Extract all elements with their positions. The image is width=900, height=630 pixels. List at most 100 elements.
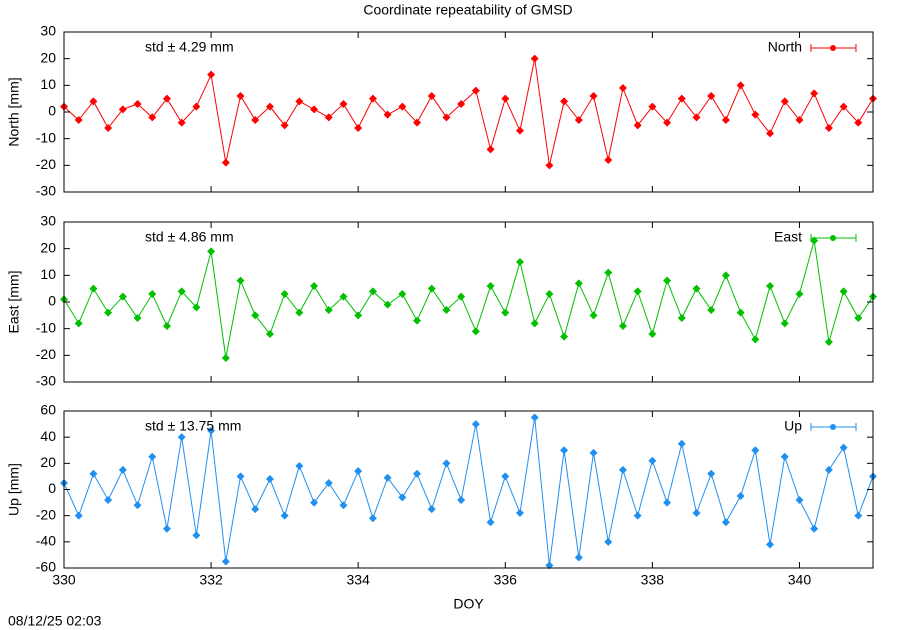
legend-marker [830,45,836,51]
data-point [604,537,613,546]
data-point [810,524,819,533]
data-point [839,102,848,111]
series-line [63,58,874,166]
x-tick-label: 334 [347,572,371,588]
y-axis-label: East [mm] [6,270,22,333]
data-point [162,94,171,103]
data-point [324,113,333,122]
data-point [118,105,127,114]
data-point [339,501,348,510]
legend-marker [830,424,836,430]
data-point [413,316,422,325]
data-point [839,443,848,452]
y-tick-label: 0 [48,480,56,496]
y-tick-label: -30 [36,183,56,199]
data-point [236,276,245,285]
data-point [89,97,98,106]
data-point [824,465,833,474]
data-point [530,319,539,328]
data-point [810,89,819,98]
data-point [751,446,760,455]
data-point [324,478,333,487]
data-point [148,113,157,122]
data-point [162,322,171,330]
timestamp: 08/12/25 02:03 [8,613,102,629]
data-point [89,284,98,293]
data-point [427,284,436,293]
data-point [751,335,760,344]
data-point [383,473,392,482]
data-point [177,287,186,296]
data-point [324,306,333,314]
data-point [545,161,554,170]
data-point [192,531,201,540]
data-point [457,292,466,301]
y-tick-label: -10 [36,319,56,335]
data-point [736,492,745,501]
data-point [162,524,171,533]
plot-frame [63,410,874,569]
data-point [501,94,510,103]
y-tick-label: -60 [36,559,56,575]
data-point [766,129,775,138]
data-point [530,54,539,63]
data-point [310,105,319,114]
data-point [707,92,716,100]
data-point [104,124,113,132]
data-point [148,452,157,461]
data-point [221,354,230,362]
data-point [574,553,583,562]
data-point [663,498,672,507]
data-point [663,118,672,127]
y-tick-label: -10 [36,129,56,145]
y-tick-label: 40 [40,428,56,444]
y-tick-label: -20 [36,156,56,172]
data-point [368,94,377,103]
data-point [339,100,348,108]
data-point [310,282,319,290]
data-point [486,145,495,154]
y-tick-label: 20 [40,239,56,255]
data-point [457,100,466,108]
data-point [236,92,245,100]
data-point [677,439,686,448]
data-point [663,276,672,285]
data-point [265,330,274,338]
data-point [354,467,363,476]
data-point [442,113,451,122]
data-point [471,420,480,429]
data-point [118,292,127,301]
annotation: std ± 13.75 mm [145,418,241,434]
data-point [177,118,186,127]
data-point [398,290,407,298]
data-point [280,511,289,520]
data-point [736,308,745,317]
data-point [133,501,142,510]
y-tick-label: 30 [40,213,56,229]
data-point [354,124,363,132]
data-point [74,511,83,520]
data-point [692,284,701,293]
data-point [648,102,657,111]
data-point [633,511,642,520]
x-tick-label: 332 [199,572,223,588]
data-point [368,287,377,296]
data-point [295,308,304,317]
data-point [118,465,127,474]
y-axis-label: North [mm] [6,77,22,146]
data-point [398,493,407,502]
data-point [707,306,716,314]
data-point [824,124,833,132]
data-point [133,100,142,108]
data-point [221,158,230,167]
data-point [104,308,113,317]
data-point [560,332,569,341]
y-tick-label: 60 [40,402,56,418]
data-point [221,557,230,566]
data-point [192,102,201,111]
plot-frame [63,31,874,193]
data-point [839,287,848,296]
data-point [604,156,613,164]
x-tick-label: 340 [788,572,812,588]
